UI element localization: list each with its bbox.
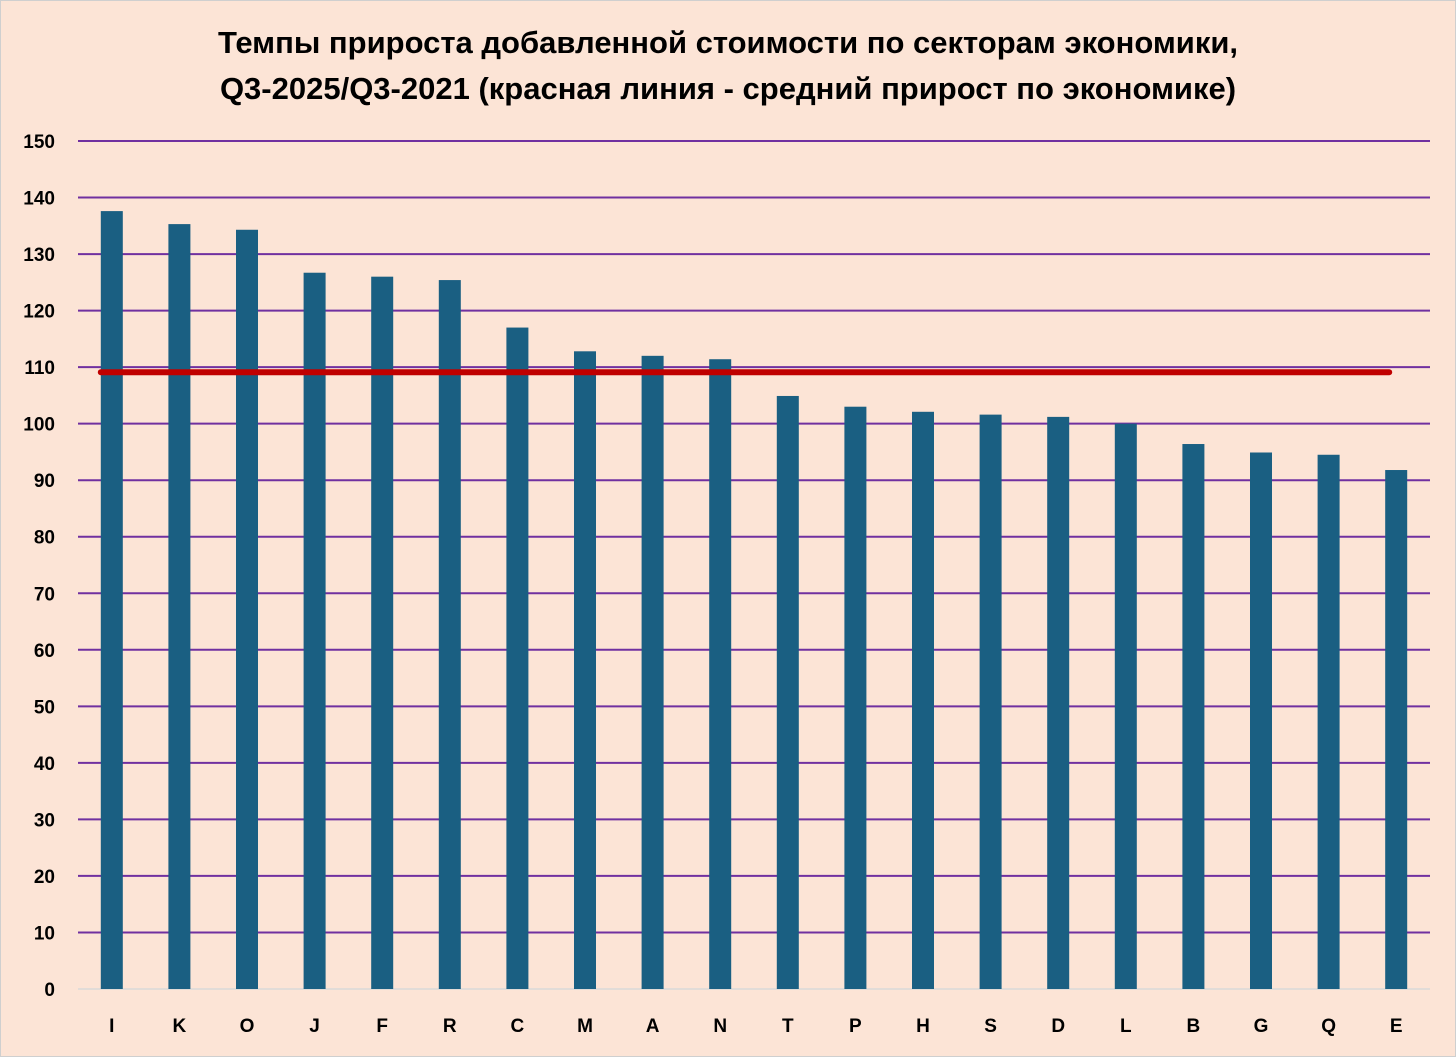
- bar-P: [844, 406, 867, 989]
- x-tick-label: R: [443, 1016, 457, 1037]
- bar-A: [641, 355, 664, 989]
- bar-N: [709, 359, 732, 990]
- y-axis-labels: 0 10 20 30 40 50 60 70 80 90 100 110 120 130 140 150: [23, 132, 55, 1001]
- x-tick-label: F: [376, 1016, 388, 1037]
- y-tick-label: 70: [34, 584, 55, 605]
- x-tick-label: S: [984, 1016, 997, 1037]
- bar-E: [1385, 470, 1408, 989]
- y-tick-label: 10: [34, 923, 55, 944]
- bar-O: [236, 229, 258, 990]
- bar-J: [303, 272, 326, 989]
- bar-G: [1250, 452, 1272, 989]
- bar-B: [1182, 444, 1205, 989]
- x-tick-label: A: [646, 1016, 660, 1037]
- y-tick-label: 0: [44, 980, 55, 1001]
- bar-L: [1114, 423, 1137, 990]
- x-tick-label: L: [1120, 1016, 1132, 1037]
- chart-title: Темпы прироста добавленной стоимости по …: [0, 20, 1456, 112]
- bar-K: [168, 224, 191, 989]
- chart-title-line-2: Q3-2025/Q3-2021 (красная линия - средний…: [219, 71, 1237, 106]
- y-tick-label: 150: [23, 132, 55, 153]
- bars: [100, 211, 1408, 990]
- bar-M: [574, 351, 596, 990]
- y-tick-label: 20: [34, 867, 55, 888]
- y-tick-label: 140: [23, 189, 55, 210]
- x-tick-label: M: [577, 1016, 593, 1037]
- x-tick-label: K: [173, 1016, 187, 1037]
- x-tick-label: N: [713, 1016, 727, 1037]
- y-tick-label: 60: [34, 641, 55, 662]
- bar-Q: [1317, 454, 1340, 989]
- x-tick-label: B: [1187, 1016, 1201, 1037]
- x-tick-label: P: [849, 1016, 862, 1037]
- bar-H: [912, 411, 934, 989]
- y-tick-label: 100: [23, 415, 55, 436]
- x-tick-label: J: [309, 1016, 320, 1037]
- x-tick-label: C: [511, 1016, 525, 1037]
- y-tick-label: 130: [23, 245, 55, 266]
- bar-F: [371, 276, 394, 989]
- y-tick-label: 80: [34, 528, 55, 549]
- x-tick-label: T: [782, 1016, 794, 1037]
- bar-I: [100, 211, 123, 990]
- chart-title-line-1: Темпы прироста добавленной стоимости по …: [217, 25, 1239, 60]
- bar-R: [438, 280, 461, 989]
- bar-D: [1047, 416, 1070, 989]
- x-tick-label: I: [109, 1016, 114, 1037]
- y-tick-label: 40: [34, 754, 55, 775]
- x-tick-label: G: [1254, 1016, 1269, 1037]
- x-tick-label: D: [1051, 1016, 1065, 1037]
- bar-S: [979, 414, 1002, 989]
- y-tick-label: 110: [24, 358, 55, 379]
- y-tick-label: 120: [23, 302, 55, 323]
- y-tick-label: 50: [34, 697, 55, 718]
- y-tick-label: 90: [34, 471, 55, 492]
- x-tick-label: Q: [1321, 1016, 1336, 1037]
- bar-C: [506, 327, 529, 989]
- gridlines: [78, 140, 1430, 990]
- x-tick-label: H: [916, 1016, 930, 1037]
- x-tick-label: E: [1390, 1016, 1403, 1037]
- x-tick-label: O: [240, 1016, 255, 1037]
- bar-T: [776, 395, 799, 989]
- y-tick-label: 30: [34, 810, 55, 831]
